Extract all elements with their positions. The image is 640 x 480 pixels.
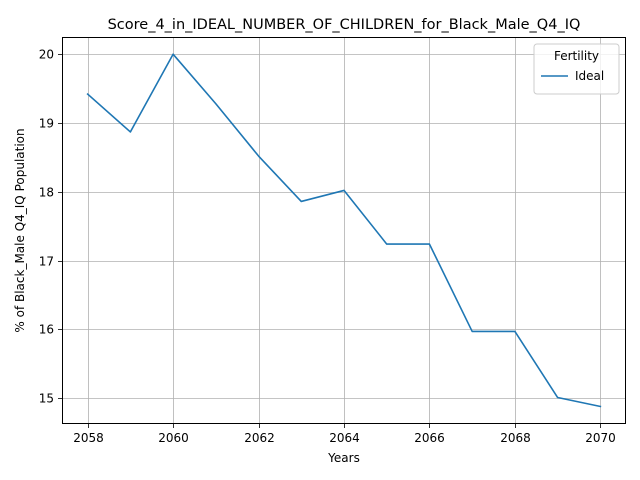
plot-area [62,37,626,424]
x-tick-label: 2068 [500,431,531,445]
y-axis: 15 16 17 18 19 20 [39,48,62,406]
x-axis: 2058 2060 2062 2064 2066 2068 2070 [73,424,616,445]
x-axis-title: Years [327,451,360,465]
y-tick-label: 20 [39,48,54,62]
x-tick-label: 2060 [158,431,189,445]
x-tick-label: 2064 [329,431,360,445]
legend-label-ideal: Ideal [575,69,604,83]
y-axis-title: % of Black_Male Q4_IQ Population [13,128,27,332]
x-tick-label: 2062 [244,431,275,445]
plot-frame [62,37,626,424]
y-tick-label: 19 [39,117,54,131]
y-tick-label: 15 [39,392,54,406]
series-layer [86,53,602,408]
x-tick-label: 2066 [414,431,445,445]
x-tick-label: 2058 [73,431,104,445]
series-line-ideal [86,53,602,408]
y-tick-label: 16 [39,323,54,337]
x-tick-label: 2070 [585,431,616,445]
chart-title: Score_4_in_IDEAL_NUMBER_OF_CHILDREN_for_… [108,17,581,33]
legend-box [533,43,620,95]
y-tick-label: 17 [39,255,54,269]
grid-lines [62,37,626,424]
legend-title: Fertility [554,49,599,63]
legend: Fertility Ideal [533,43,620,95]
y-tick-label: 18 [39,186,54,200]
